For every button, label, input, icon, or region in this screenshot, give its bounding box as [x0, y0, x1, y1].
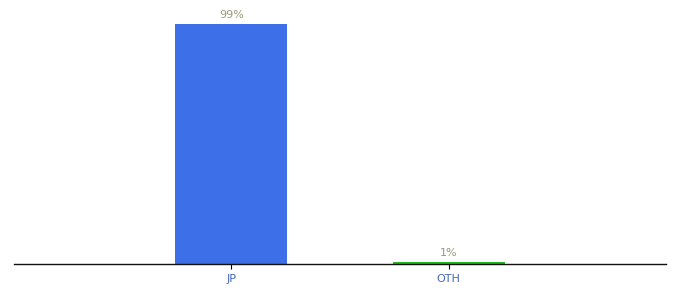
Bar: [175, 24, 287, 264]
Text: 99%: 99%: [219, 10, 243, 20]
Bar: [393, 262, 505, 264]
Text: 1%: 1%: [440, 248, 458, 258]
